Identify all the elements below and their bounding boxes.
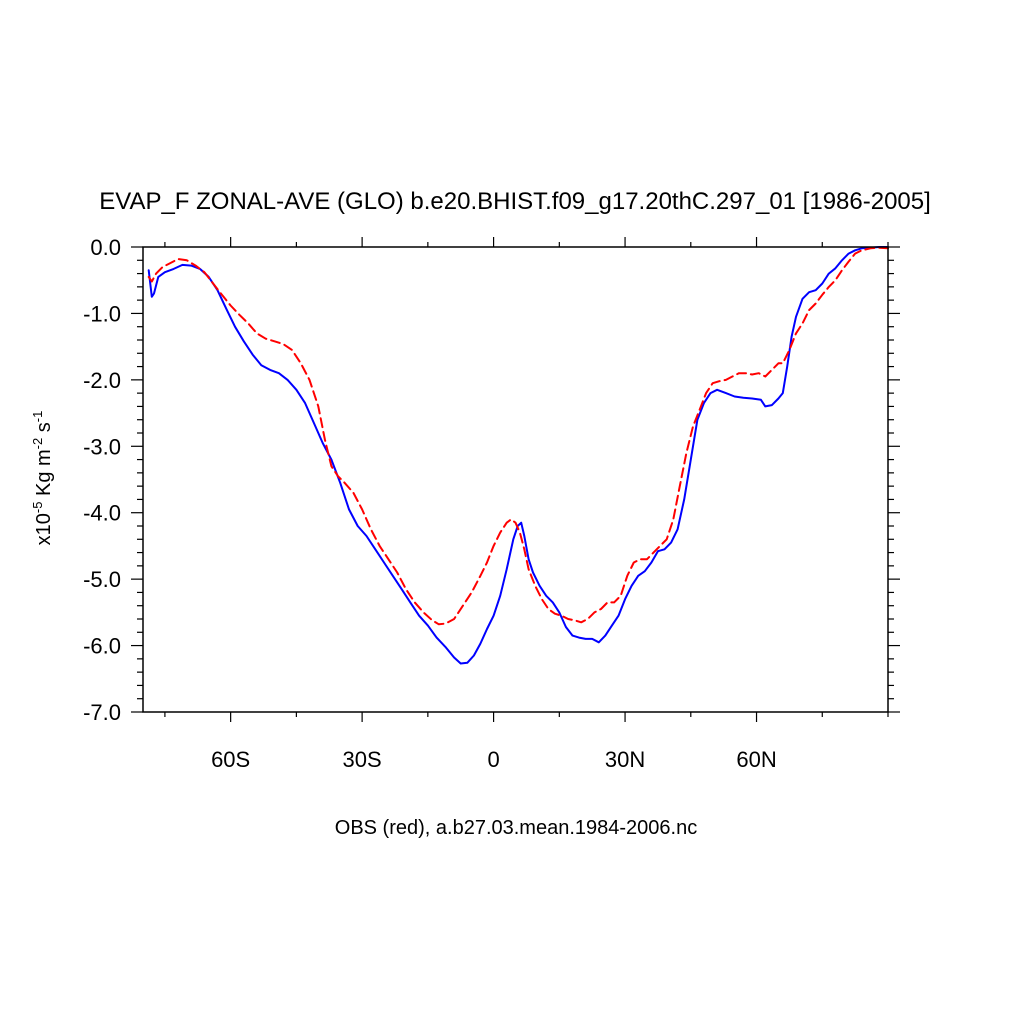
y-tick-label: -5.0 <box>83 567 121 592</box>
plot-area <box>143 247 888 712</box>
x-tick-label: 60N <box>736 747 776 772</box>
y-tick-labels: 0.0 -1.0 -2.0 -3.0 -4.0 -5.0 -6.0 -7.0 <box>83 235 121 725</box>
series-line-obs <box>147 246 889 626</box>
plot-background <box>143 247 888 712</box>
x-tick-label: 60S <box>211 747 250 772</box>
x-tick-labels: 60S 30S 0 30N 60N <box>211 747 777 772</box>
y-tick-label: -6.0 <box>83 634 121 659</box>
plot-border <box>142 246 889 713</box>
chart-title: EVAP_F ZONAL-AVE (GLO) b.e20.BHIST.f09_g… <box>99 188 931 215</box>
x-axis-title: OBS (red), a.b27.03.mean.1984-2006.nc <box>335 817 697 839</box>
y-tick-label: -4.0 <box>83 501 121 526</box>
y-tick-label: -1.0 <box>83 301 121 326</box>
x-tick-label: 0 <box>487 747 499 772</box>
x-tick-label: 30N <box>605 747 645 772</box>
series-layer <box>147 246 889 665</box>
plot-frame <box>142 246 889 713</box>
y-tick-label: 0.0 <box>90 235 121 260</box>
y-tick-label: -7.0 <box>83 700 121 725</box>
series-line-model <box>147 246 889 665</box>
y-tick-label: -2.0 <box>83 368 121 393</box>
tick-marks <box>131 237 900 722</box>
x-tick-label: 30S <box>343 747 382 772</box>
y-tick-label: -3.0 <box>83 434 121 459</box>
y-axis-title: x10-5 Kg m-2 s-1 <box>30 411 55 546</box>
